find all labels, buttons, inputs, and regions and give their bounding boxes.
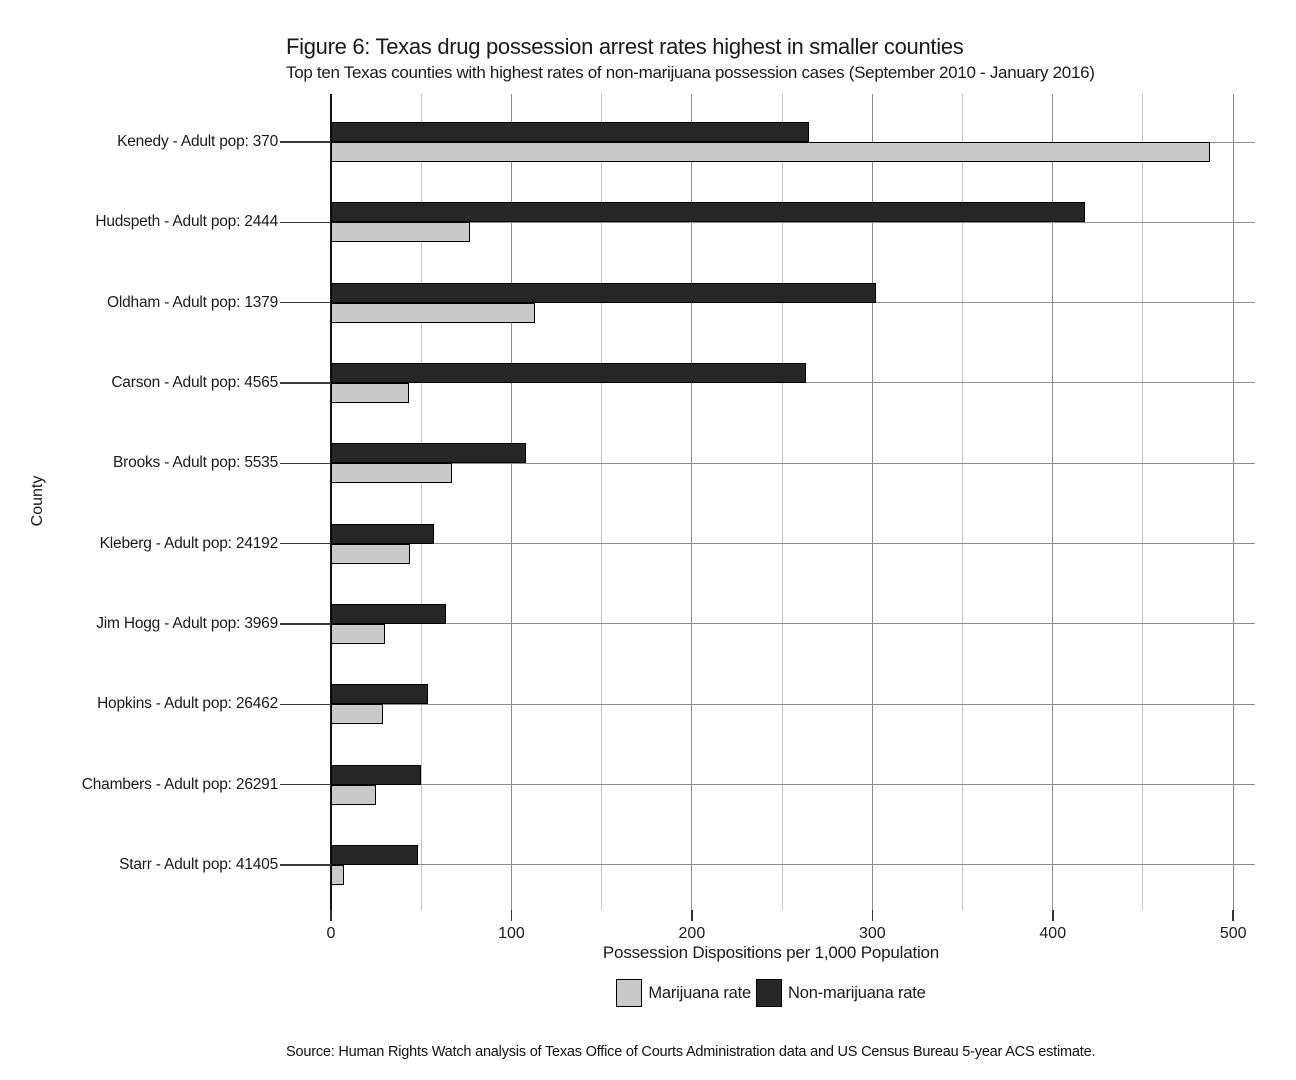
x-axis-title: Possession Dispositions per 1,000 Popula… xyxy=(602,943,940,962)
y-tick-label: Oldham - Adult pop: 1379 xyxy=(107,293,278,311)
bar-non-marijuana xyxy=(331,764,422,785)
x-tick-label-400: 400 xyxy=(1039,925,1067,942)
y-tick-label: Chambers - Adult pop: 26291 xyxy=(81,775,278,793)
legend-label: Non-marijuana rate xyxy=(788,983,926,1002)
y-tick-label: Brooks - Adult pop: 5535 xyxy=(113,454,278,472)
chart-title: Figure 6: Texas drug possession arrest r… xyxy=(286,34,964,59)
y-tick-label: Starr - Adult pop: 41405 xyxy=(119,855,278,873)
bar-marijuana xyxy=(331,784,377,805)
bar-non-marijuana xyxy=(331,443,526,464)
gridline-minor-x-350 xyxy=(962,94,964,910)
x-tick-label-500: 500 xyxy=(1219,925,1247,942)
y-tick-line xyxy=(280,542,331,545)
y-tick-label: Kleberg - Adult pop: 24192 xyxy=(99,534,279,552)
gridline-major-x-400 xyxy=(1052,94,1054,910)
gridline-y-8 xyxy=(331,784,1255,786)
plot-panel: 0 100 200 300 400 500 xyxy=(327,94,1255,942)
bar-marijuana xyxy=(331,463,452,484)
gridline-minor-x-450 xyxy=(1142,94,1144,910)
x-tick-label-0: 0 xyxy=(326,925,336,942)
y-axis-labels: Kenedy - Adult pop: 370 Hudspeth - Adult … xyxy=(0,94,331,910)
y-tick-line xyxy=(280,221,331,224)
y-tick-label: Kenedy - Adult pop: 370 xyxy=(117,133,278,150)
gridline-y-7 xyxy=(331,703,1255,705)
x-tick-500 xyxy=(1232,910,1234,921)
bar-marijuana xyxy=(331,222,470,243)
y-tick-line xyxy=(280,141,331,143)
gridline-y-4 xyxy=(331,462,1255,464)
y-tick-label: Hopkins - Adult pop: 26462 xyxy=(97,695,278,713)
bar-marijuana xyxy=(331,704,384,725)
bar-marijuana xyxy=(331,543,411,564)
bar-marijuana xyxy=(331,142,1210,162)
x-tick-400 xyxy=(1052,910,1054,921)
gridline-y-5 xyxy=(331,543,1255,545)
bar-non-marijuana xyxy=(331,362,806,383)
y-tick-line xyxy=(280,864,331,866)
y-tick-line xyxy=(280,382,331,384)
legend-label: Marijuana rate xyxy=(648,983,752,1002)
y-tick-line xyxy=(280,703,331,706)
gridline-y-1 xyxy=(331,221,1255,223)
bar-marijuana xyxy=(331,864,344,885)
gridline-major-x-100 xyxy=(510,94,512,910)
y-tick-label: Jim Hogg - Adult pop: 3969 xyxy=(96,614,278,632)
bar-marijuana xyxy=(331,623,386,644)
gridline-major-x-300 xyxy=(871,94,873,910)
bar-non-marijuana xyxy=(331,523,434,544)
bar-non-marijuana xyxy=(331,202,1086,223)
x-tick-label-300: 300 xyxy=(858,925,886,942)
bar-marijuana xyxy=(331,382,409,403)
y-tick-line xyxy=(280,783,331,786)
legend-item: Non-marijuana rate xyxy=(756,979,926,1007)
gridline-major-x-200 xyxy=(691,94,693,910)
x-tick-300 xyxy=(871,910,874,921)
x-tick-label-100: 100 xyxy=(498,925,525,942)
legend-swatch xyxy=(616,979,643,1007)
gridline-minor-x-250 xyxy=(781,94,783,910)
bar-non-marijuana xyxy=(331,282,876,303)
bar-marijuana xyxy=(331,302,535,323)
y-tick-label: Hudspeth - Adult pop: 2444 xyxy=(95,213,278,231)
bar-non-marijuana xyxy=(331,122,810,142)
y-axis-line xyxy=(330,94,332,910)
gridline-minor-x-150 xyxy=(601,94,603,910)
legend-item: Marijuana rate xyxy=(616,979,751,1007)
x-tick-0 xyxy=(330,910,332,921)
y-tick-line xyxy=(280,623,331,625)
gridline-y-6 xyxy=(331,623,1255,625)
y-tick-label: Carson - Adult pop: 4565 xyxy=(111,373,278,391)
legend-swatch xyxy=(756,979,783,1007)
bar-non-marijuana xyxy=(331,603,447,624)
gridline-y-2 xyxy=(331,302,1255,304)
gridline-y-3 xyxy=(331,382,1255,384)
gridline-major-x-500 xyxy=(1232,94,1234,910)
gridline-minor-x-50 xyxy=(420,94,422,910)
gridline-y-9 xyxy=(331,864,1255,866)
x-tick-200 xyxy=(691,910,693,921)
bar-non-marijuana xyxy=(331,684,429,705)
source-note: Source: Human Rights Watch analysis of T… xyxy=(286,1044,1096,1060)
y-tick-line xyxy=(280,301,331,304)
legend: Marijuana rate Non-marijuana rate xyxy=(331,978,1211,1008)
x-tick-100 xyxy=(510,910,513,921)
y-tick-line xyxy=(280,462,331,465)
x-tick-label-200: 200 xyxy=(678,925,706,942)
bar-non-marijuana xyxy=(331,844,418,865)
chart-subtitle: Top ten Texas counties with highest rate… xyxy=(286,63,1095,82)
